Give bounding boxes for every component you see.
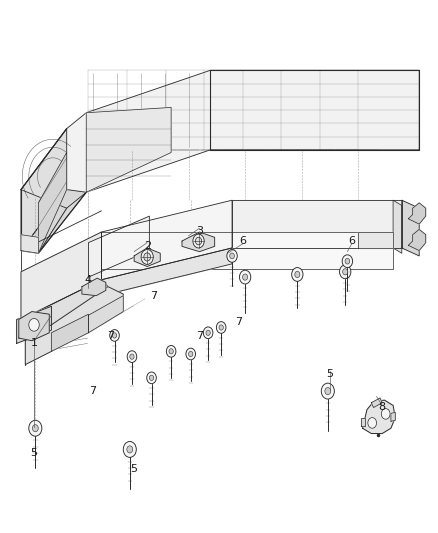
Polygon shape (88, 296, 123, 333)
Polygon shape (371, 398, 382, 408)
Circle shape (325, 387, 331, 394)
Text: 7: 7 (150, 290, 157, 301)
Polygon shape (232, 200, 402, 248)
Circle shape (147, 372, 156, 384)
Text: 8: 8 (378, 402, 386, 412)
Circle shape (127, 446, 133, 453)
Polygon shape (21, 128, 67, 251)
Text: 2: 2 (144, 241, 151, 252)
Circle shape (343, 269, 348, 275)
Text: 3: 3 (196, 226, 203, 236)
Circle shape (339, 265, 351, 279)
Polygon shape (21, 190, 86, 253)
Text: 6: 6 (348, 236, 355, 246)
Circle shape (227, 249, 237, 262)
Circle shape (186, 348, 195, 360)
Circle shape (230, 253, 234, 259)
Circle shape (368, 418, 377, 428)
Circle shape (113, 333, 117, 338)
Circle shape (345, 259, 350, 264)
Circle shape (29, 318, 39, 331)
Polygon shape (88, 216, 149, 277)
Polygon shape (25, 287, 123, 365)
Polygon shape (39, 152, 67, 253)
Polygon shape (86, 108, 171, 192)
Polygon shape (21, 235, 39, 253)
Polygon shape (21, 232, 102, 319)
Circle shape (195, 237, 201, 245)
Polygon shape (182, 232, 215, 252)
Polygon shape (102, 232, 393, 269)
Polygon shape (391, 413, 395, 421)
Text: 1: 1 (31, 338, 38, 349)
Circle shape (188, 351, 193, 357)
Polygon shape (17, 306, 51, 343)
Circle shape (32, 425, 38, 432)
Circle shape (321, 383, 334, 399)
Text: 7: 7 (235, 317, 242, 327)
Circle shape (243, 274, 247, 280)
Polygon shape (19, 312, 49, 341)
Polygon shape (102, 200, 232, 280)
Circle shape (206, 330, 210, 335)
Polygon shape (393, 200, 402, 253)
Polygon shape (82, 278, 106, 296)
Polygon shape (358, 232, 393, 248)
Circle shape (292, 268, 303, 281)
Circle shape (203, 327, 213, 338)
Polygon shape (17, 280, 108, 341)
Text: 7: 7 (106, 332, 114, 342)
Circle shape (110, 329, 119, 341)
Text: 6: 6 (240, 236, 247, 246)
Circle shape (149, 375, 154, 381)
Circle shape (166, 345, 176, 357)
Circle shape (169, 349, 173, 354)
Circle shape (216, 321, 226, 333)
Circle shape (342, 255, 353, 268)
Text: 7: 7 (196, 332, 203, 342)
Polygon shape (102, 248, 232, 296)
Circle shape (29, 420, 42, 436)
Circle shape (240, 270, 251, 284)
Text: 4: 4 (85, 274, 92, 285)
Polygon shape (363, 400, 395, 433)
Polygon shape (134, 248, 160, 266)
Text: 5: 5 (131, 464, 138, 474)
Text: 7: 7 (89, 386, 96, 396)
Circle shape (381, 409, 390, 419)
Circle shape (141, 249, 153, 264)
Circle shape (130, 354, 134, 359)
Circle shape (123, 441, 136, 457)
Polygon shape (408, 203, 426, 224)
Text: 5: 5 (326, 369, 333, 378)
Circle shape (219, 325, 223, 330)
Circle shape (193, 234, 204, 248)
Text: 5: 5 (31, 448, 38, 458)
Polygon shape (51, 314, 88, 351)
Polygon shape (21, 70, 419, 208)
Circle shape (144, 253, 151, 261)
Polygon shape (402, 200, 419, 256)
Polygon shape (361, 418, 365, 425)
Circle shape (295, 271, 300, 278)
Circle shape (127, 351, 137, 362)
Polygon shape (408, 229, 426, 251)
